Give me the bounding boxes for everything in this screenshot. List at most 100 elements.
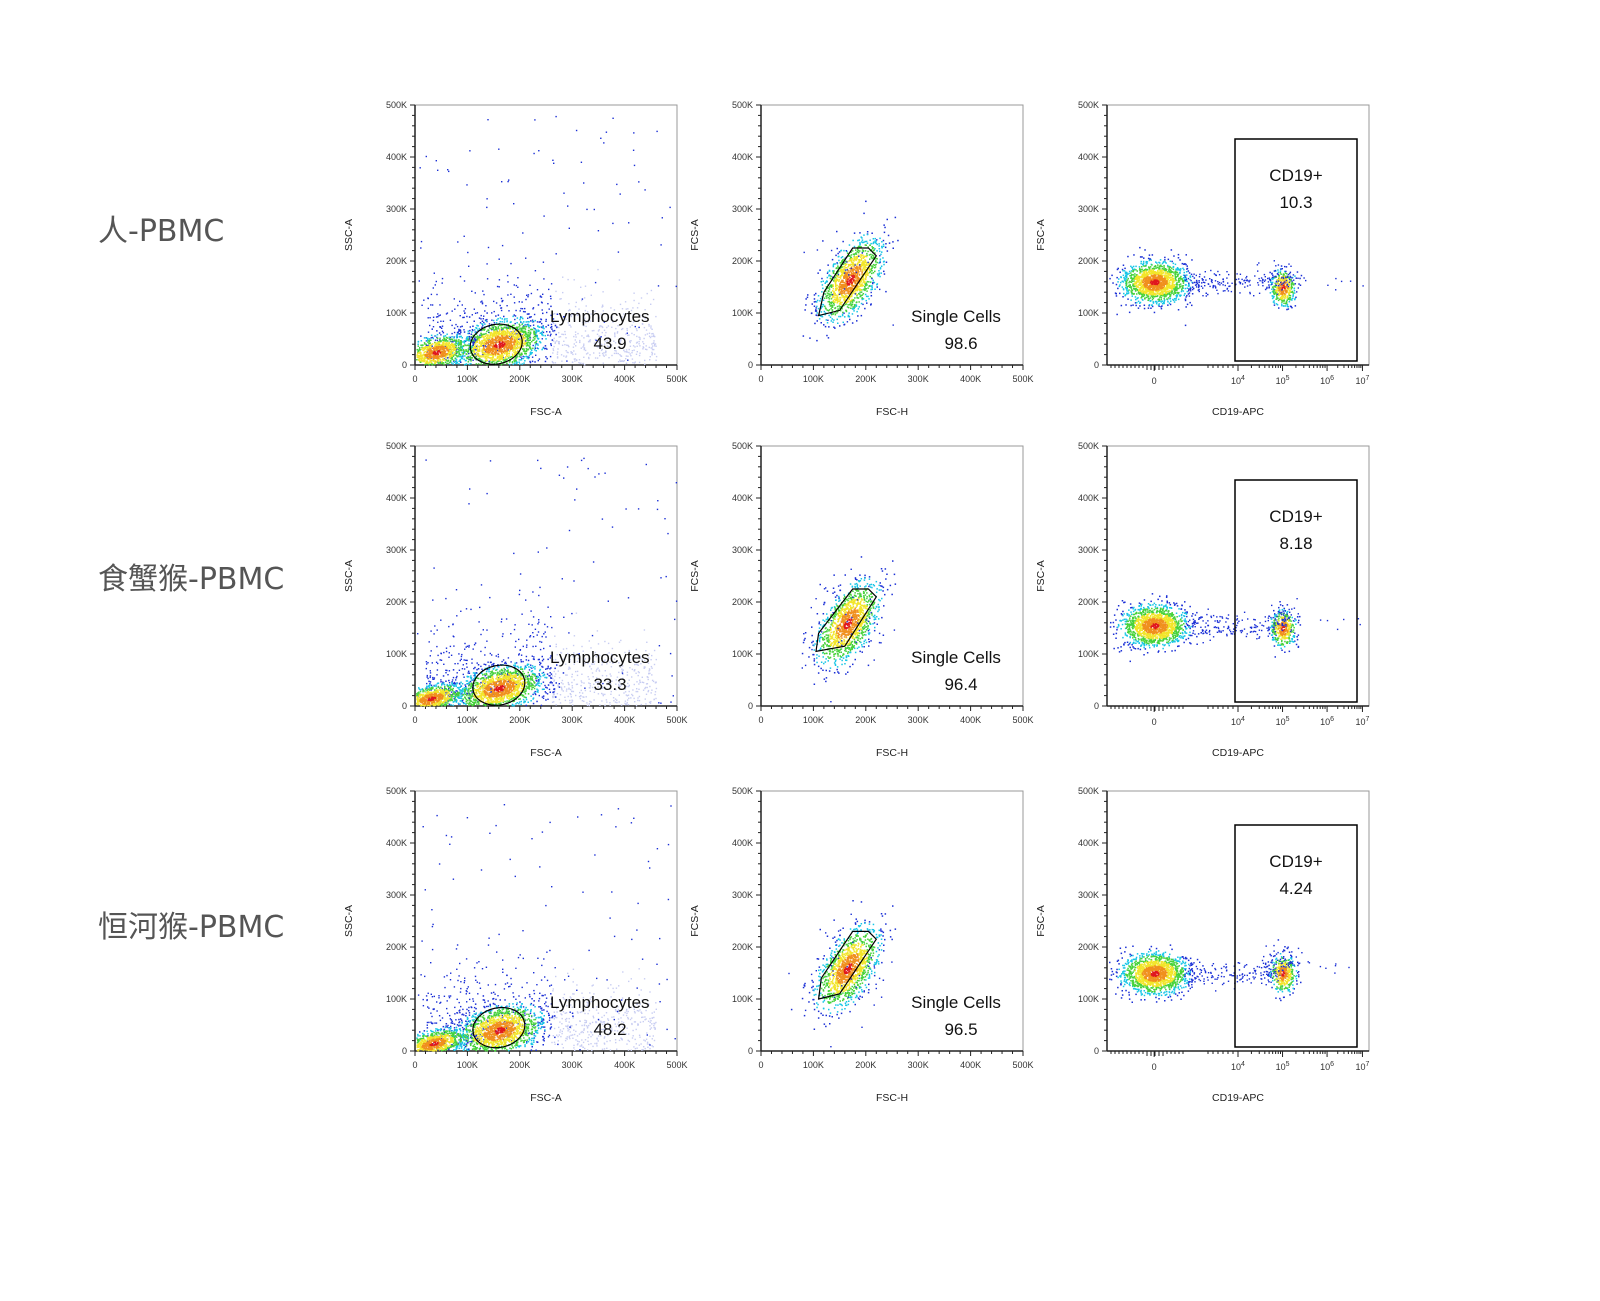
event-point xyxy=(844,263,846,266)
event-point xyxy=(528,327,530,329)
event-point xyxy=(1207,293,1209,296)
event-point xyxy=(459,343,462,345)
event-point xyxy=(434,347,436,349)
event-point xyxy=(434,351,437,354)
event-point xyxy=(504,331,506,333)
event-point xyxy=(613,340,615,342)
event-point xyxy=(477,329,479,331)
event-point xyxy=(552,313,554,315)
event-point xyxy=(516,337,518,339)
event-point xyxy=(860,302,863,305)
event-point xyxy=(467,355,469,358)
event-point xyxy=(1136,301,1138,304)
event-point xyxy=(573,279,575,281)
event-point xyxy=(444,349,446,352)
event-point xyxy=(862,264,864,266)
event-point xyxy=(879,258,882,260)
event-point xyxy=(514,358,516,360)
y-tick-label: 0 xyxy=(402,360,407,370)
event-point xyxy=(645,329,648,331)
event-point xyxy=(555,115,557,118)
event-point xyxy=(506,351,508,353)
event-point xyxy=(846,321,849,323)
event-point xyxy=(841,273,844,275)
event-point xyxy=(583,182,585,184)
event-point xyxy=(834,276,837,278)
event-point xyxy=(857,297,860,299)
event-point xyxy=(495,333,497,335)
event-point xyxy=(498,349,500,351)
event-point xyxy=(481,350,484,353)
event-point xyxy=(835,287,837,290)
event-point xyxy=(628,318,631,320)
event-point xyxy=(421,355,424,357)
event-point xyxy=(490,344,492,347)
event-point xyxy=(563,192,565,194)
event-point xyxy=(458,346,460,349)
event-point xyxy=(840,291,842,293)
event-point xyxy=(489,339,492,342)
event-point xyxy=(429,347,432,349)
event-point xyxy=(454,354,457,356)
event-point xyxy=(485,349,488,351)
event-point xyxy=(488,323,491,325)
event-point xyxy=(500,327,503,329)
event-point xyxy=(446,349,448,351)
event-point xyxy=(1163,300,1166,302)
event-point xyxy=(854,297,856,299)
event-point xyxy=(626,329,628,332)
event-point xyxy=(475,363,478,365)
event-point xyxy=(596,333,599,335)
event-point xyxy=(619,359,621,361)
x-tick-label: 500K xyxy=(1012,374,1033,384)
event-point xyxy=(477,325,479,327)
event-point xyxy=(1175,299,1177,301)
event-point xyxy=(822,303,825,306)
event-point xyxy=(879,275,881,278)
event-point xyxy=(1127,255,1129,258)
event-point xyxy=(587,334,589,336)
event-point xyxy=(850,290,852,292)
event-point xyxy=(835,294,837,296)
event-point xyxy=(842,284,845,286)
event-point xyxy=(516,335,519,337)
event-point xyxy=(841,290,844,293)
event-point xyxy=(1126,293,1128,295)
event-point xyxy=(463,331,466,333)
event-point xyxy=(517,334,520,336)
event-point xyxy=(501,330,503,332)
event-point xyxy=(598,317,600,319)
event-point xyxy=(648,325,650,327)
event-point xyxy=(478,348,481,350)
event-point xyxy=(442,357,444,360)
event-point xyxy=(564,330,566,333)
event-point xyxy=(434,284,436,286)
event-point xyxy=(474,337,476,339)
event-point xyxy=(505,351,507,354)
event-point xyxy=(850,300,852,302)
event-point xyxy=(473,308,475,310)
event-point xyxy=(865,200,867,203)
event-point xyxy=(474,312,477,314)
event-point xyxy=(436,333,439,336)
event-point xyxy=(859,265,861,268)
event-point xyxy=(504,349,506,351)
event-point xyxy=(482,360,484,362)
event-point xyxy=(507,327,509,329)
event-point xyxy=(538,358,541,360)
event-point xyxy=(867,264,870,266)
event-point xyxy=(530,349,533,351)
event-point xyxy=(427,297,429,299)
event-point xyxy=(853,253,856,255)
event-point xyxy=(849,276,851,279)
event-point xyxy=(566,351,568,353)
event-point xyxy=(562,333,565,336)
event-point xyxy=(502,356,504,359)
event-point xyxy=(843,268,845,270)
event-point xyxy=(493,341,495,343)
event-point xyxy=(509,342,512,344)
event-point xyxy=(852,280,855,283)
event-point xyxy=(843,312,845,314)
event-point xyxy=(464,340,467,342)
event-point xyxy=(501,353,503,356)
